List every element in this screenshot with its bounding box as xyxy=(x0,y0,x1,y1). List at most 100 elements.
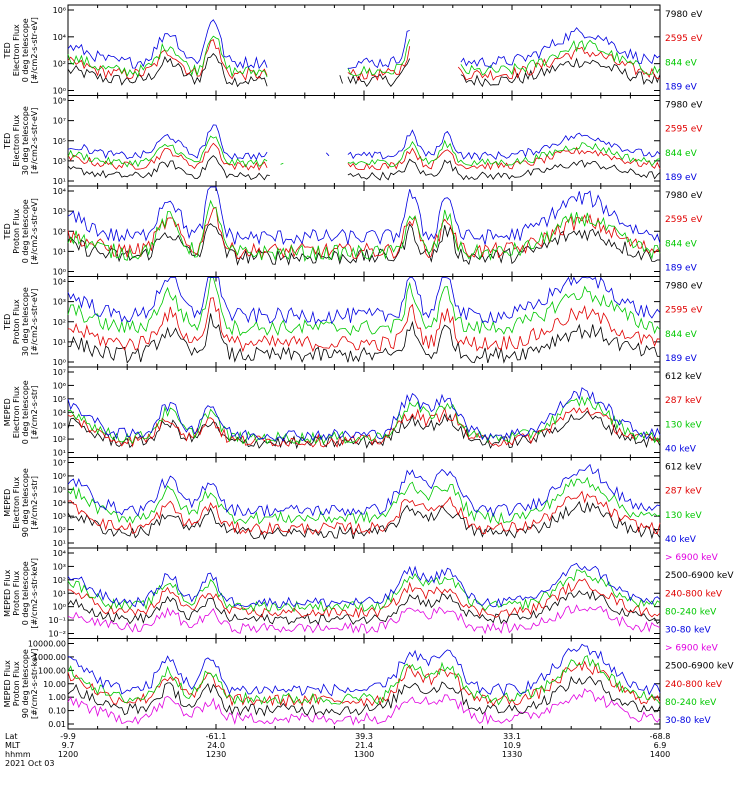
series-line xyxy=(67,569,661,613)
x-row-name: Lat xyxy=(5,732,18,741)
y-axis-label: Proton Flux xyxy=(12,299,21,344)
y-tick-label: 10¹ xyxy=(53,539,66,548)
legend-entry: 7980 eV xyxy=(665,10,703,20)
y-tick-label: 10⁰ xyxy=(53,87,66,96)
x-tick-label: 6.9 xyxy=(654,741,667,750)
legend-entry: 2500-6900 keV xyxy=(665,571,734,581)
y-axis-label: 90 deg telescope xyxy=(21,468,30,537)
y-tick-label: 10² xyxy=(53,318,66,327)
y-tick-label: 1000.00 xyxy=(33,653,66,662)
y-axis-label: TED xyxy=(3,42,12,59)
series-line xyxy=(67,660,661,708)
y-tick-label: 10⁴ xyxy=(53,187,66,196)
y-tick-label: 10⁴ xyxy=(53,278,66,287)
y-tick-label: 10⁶ xyxy=(53,6,66,15)
y-axis-label: [#/cm2-s-str] xyxy=(30,386,39,439)
y-axis-label: [#/cm2-s-str-eV] xyxy=(30,198,39,264)
y-tick-label: 10¹ xyxy=(53,589,66,598)
legend-entry: 612 keV xyxy=(665,372,702,382)
x-tick-label: 1230 xyxy=(206,750,226,759)
legend-entry: 240-800 keV xyxy=(665,680,723,690)
legend-entry: > 6900 keV xyxy=(665,553,719,563)
y-tick-label: 10⁵ xyxy=(53,137,66,146)
x-tick-label: 1300 xyxy=(354,750,374,759)
y-tick-label: 10⁷ xyxy=(53,368,66,377)
legend-entry: 130 keV xyxy=(665,420,702,430)
y-axis-label: MEPED Flux xyxy=(3,660,12,707)
y-tick-label: 10¹ xyxy=(53,449,66,458)
y-tick-label: 0.10 xyxy=(48,707,66,716)
series-line xyxy=(67,463,661,518)
y-axis-label: Electron Flux xyxy=(12,476,21,528)
series-line xyxy=(67,155,661,181)
series-line xyxy=(67,604,661,635)
y-tick-label: 10¹ xyxy=(53,247,66,256)
legend-entry: 80-240 keV xyxy=(665,607,717,617)
series-line xyxy=(67,19,661,70)
legend-entry: 80-240 keV xyxy=(665,698,717,708)
series-line xyxy=(67,38,661,82)
y-tick-label: 10⁴ xyxy=(53,408,66,417)
legend-entry: 844 eV xyxy=(665,330,698,340)
series-line xyxy=(67,655,661,706)
y-axis-label: Electron Flux xyxy=(12,386,21,438)
y-tick-label: 10¹ xyxy=(53,338,66,347)
legend-entry: 7980 eV xyxy=(665,191,703,201)
y-axis-label: [#/cm2-s-str-eV] xyxy=(30,289,39,355)
y-tick-label: 10⁵ xyxy=(53,485,66,494)
y-tick-label: 10⁻¹ xyxy=(48,616,66,625)
y-tick-label: 100.00 xyxy=(38,666,66,675)
legend-entry: 189 eV xyxy=(665,173,698,183)
y-tick-label: 10⁶ xyxy=(53,472,66,481)
y-tick-label: 10⁻² xyxy=(48,630,66,639)
series-line xyxy=(67,35,661,78)
y-tick-label: 10⁶ xyxy=(53,381,66,390)
y-tick-label: 1.00 xyxy=(48,693,66,702)
x-tick-label: 39.3 xyxy=(355,732,373,741)
panel-frame xyxy=(67,638,661,730)
x-row-name: hhmm xyxy=(5,750,31,759)
series-line xyxy=(67,688,661,726)
x-tick-label: 21.4 xyxy=(355,741,373,750)
series-line xyxy=(67,490,661,536)
legend-entry: 2595 eV xyxy=(665,306,703,316)
series-line xyxy=(67,277,661,337)
legend-entry: 40 keV xyxy=(665,445,697,455)
legend-entry: 30-80 keV xyxy=(665,716,711,726)
legend-entry: 130 keV xyxy=(665,511,702,521)
y-axis-label: TED xyxy=(3,223,12,240)
y-axis-label: 0 deg telescope xyxy=(21,199,30,263)
y-tick-label: 10¹ xyxy=(53,177,66,186)
x-tick-label: 33.1 xyxy=(503,732,521,741)
y-tick-label: 10³ xyxy=(53,562,66,571)
legend-entry: 844 eV xyxy=(665,149,698,159)
y-tick-label: 10000.00 xyxy=(28,640,66,649)
series-line xyxy=(67,387,661,442)
legend-entry: 189 eV xyxy=(665,264,698,274)
y-axis-label: [#/cm2-s-str-keV] xyxy=(30,648,39,719)
legend-entry: 30-80 keV xyxy=(665,626,711,636)
y-axis-label: [#/cm2-s-str-keV] xyxy=(30,558,39,629)
y-axis-label: Proton Flux xyxy=(12,571,21,616)
panel-frame xyxy=(67,276,661,368)
series-line xyxy=(67,142,661,171)
series-line xyxy=(67,410,661,450)
series-line xyxy=(67,52,661,88)
y-tick-label: 10³ xyxy=(53,422,66,431)
series-line xyxy=(68,313,661,364)
y-axis-label: 0 deg telescope xyxy=(21,380,30,444)
legend-entry: 844 eV xyxy=(665,239,698,249)
y-axis-label: 90 deg telescope xyxy=(21,649,30,718)
x-row-name: MLT xyxy=(5,741,20,750)
y-tick-label: 10⁰ xyxy=(53,358,66,367)
y-axis-label: Proton Flux xyxy=(12,661,21,706)
y-tick-label: 10³ xyxy=(53,207,66,216)
y-axis-label: TED xyxy=(3,314,12,331)
y-tick-label: 10² xyxy=(53,435,66,444)
legend-entry: 240-800 keV xyxy=(665,589,723,599)
date-label: 2021 Oct 03 xyxy=(5,759,54,768)
y-axis-label: 0 deg telescope xyxy=(21,18,30,82)
y-tick-label: 10³ xyxy=(53,157,66,166)
y-tick-label: 10⁹ xyxy=(53,97,66,106)
